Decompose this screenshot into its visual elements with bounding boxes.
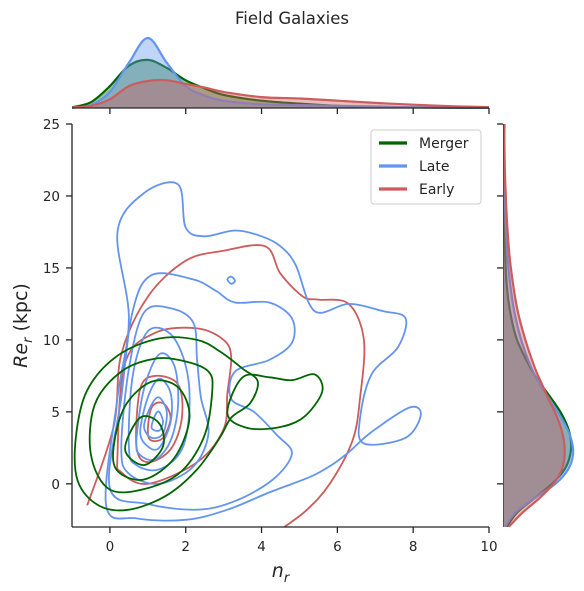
top-density-line-early	[72, 78, 489, 109]
y-tick-label-15: 15	[43, 261, 60, 277]
y-tick-label-25: 25	[43, 117, 60, 133]
contour-late-4	[135, 352, 180, 462]
contour-group-merger	[73, 336, 324, 512]
x-tick-label-2: 2	[181, 539, 190, 555]
contour-merger-0	[73, 336, 259, 512]
contour-late-3	[127, 326, 191, 472]
legend-label-late: Late	[419, 159, 449, 175]
y-tick-label-10: 10	[43, 333, 60, 349]
x-tick-label-6: 6	[333, 539, 342, 555]
y-tick-label-20: 20	[43, 189, 60, 205]
right-density-line-early	[503, 124, 566, 527]
legend-label-early: Early	[419, 182, 454, 198]
top-density-line-late	[72, 36, 489, 109]
contour-late-0	[104, 181, 422, 522]
legend-box	[370, 129, 482, 205]
contour-early-1	[116, 326, 233, 485]
contour-late-8	[226, 275, 236, 285]
contour-merger-1	[88, 357, 214, 494]
x-tick-label-10: 10	[480, 539, 497, 555]
legend: Merger Late Early	[370, 129, 482, 205]
contour-late-2	[120, 305, 210, 485]
y-axis-label: Rer (kpc)	[10, 283, 36, 368]
y-tick-label-0: 0	[51, 477, 60, 493]
right-density-fill-early	[503, 124, 565, 527]
top-density-fill-early	[72, 80, 489, 108]
contour-late-7	[150, 410, 164, 432]
contour-late-6	[143, 396, 168, 440]
right-density-fill-late	[503, 124, 574, 527]
x-tick-label-8: 8	[409, 539, 418, 555]
joint-axes: 0 2 4 6 8 10 0 5 10 15 20 25 nr Rer (kpc)	[10, 108, 503, 586]
top-density-fill-merger	[72, 59, 489, 108]
right-density-fill-merger	[503, 124, 572, 527]
contour-group-late	[104, 181, 422, 522]
contour-merger-3	[124, 415, 165, 466]
contour-merger-4	[226, 373, 324, 431]
legend-label-merger: Merger	[419, 136, 469, 152]
right-marginal-density	[503, 124, 575, 527]
contour-early-2	[135, 374, 184, 464]
top-density-fill-late	[72, 38, 489, 108]
joint-contour-plot	[73, 181, 422, 527]
contour-late-1	[108, 272, 296, 511]
top-marginal-density	[72, 36, 489, 109]
x-tick-label-4: 4	[257, 539, 266, 555]
chart-title: Field Galaxies	[235, 9, 349, 28]
contour-merger-2	[112, 379, 191, 481]
x-tick-label-0: 0	[106, 539, 115, 555]
y-tick-label-5: 5	[51, 405, 60, 421]
x-axis-label: nr	[272, 560, 291, 586]
contour-late-5	[139, 377, 173, 451]
